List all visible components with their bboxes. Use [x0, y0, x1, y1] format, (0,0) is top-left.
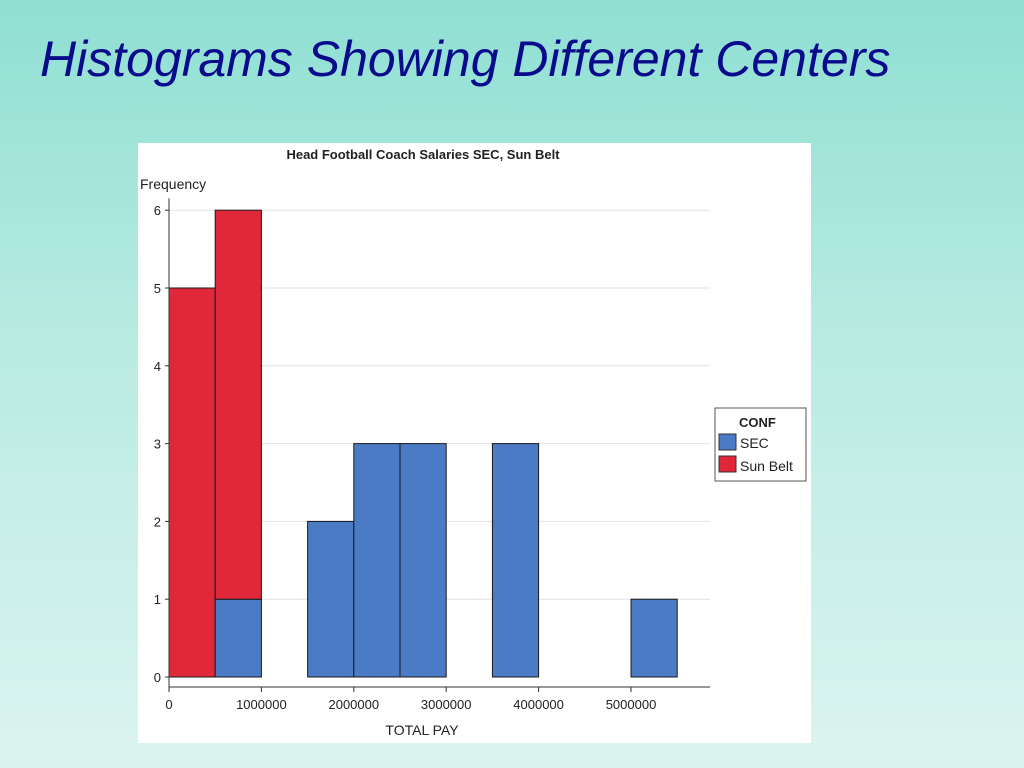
y-tick-label: 3	[154, 437, 161, 452]
y-tick-label: 0	[154, 670, 161, 685]
legend-title: CONF	[739, 415, 776, 430]
legend-swatch-sec	[718, 433, 737, 451]
legend-label-sun-belt: Sun Belt	[740, 458, 793, 474]
y-tick-label: 2	[154, 514, 161, 529]
legend: CONF SEC Sun Belt	[714, 407, 807, 482]
bar-sec	[491, 443, 540, 678]
y-axis-label: Frequency	[140, 176, 206, 192]
x-tick-label: 4000000	[513, 697, 564, 712]
bar-sec	[307, 520, 355, 678]
legend-label-sec: SEC	[740, 435, 769, 451]
x-tick-label: 0	[165, 697, 172, 712]
y-tick-label: 5	[154, 281, 161, 296]
bar-sec	[630, 598, 678, 678]
bar-sec	[214, 598, 262, 678]
x-tick-label: 1000000	[236, 697, 287, 712]
bar-sec	[353, 443, 401, 678]
chart-panel: Head Football Coach Salaries SEC, Sun Be…	[138, 143, 811, 743]
x-tick-label: 3000000	[421, 697, 472, 712]
y-tick-label: 4	[154, 359, 161, 374]
bar-sun-belt	[214, 209, 262, 600]
slide-title: Histograms Showing Different Centers	[40, 31, 891, 87]
legend-swatch-sun-belt	[718, 455, 737, 473]
x-tick-label: 5000000	[606, 697, 657, 712]
x-axis-label: TOTAL PAY	[385, 722, 459, 738]
y-tick-label: 1	[154, 592, 161, 607]
bar-sec	[399, 443, 447, 678]
bar-sun-belt	[168, 287, 216, 678]
chart-title: Head Football Coach Salaries SEC, Sun Be…	[286, 147, 560, 162]
bars	[168, 209, 678, 678]
y-tick-label: 6	[154, 203, 161, 218]
axes: 0 1 2 3 4 5 6 0 1000000 2000000 3000000 4000000 5000…	[154, 198, 710, 712]
x-tick-label: 2000000	[328, 697, 379, 712]
histogram-chart: Head Football Coach Salaries SEC, Sun Be…	[140, 147, 807, 738]
